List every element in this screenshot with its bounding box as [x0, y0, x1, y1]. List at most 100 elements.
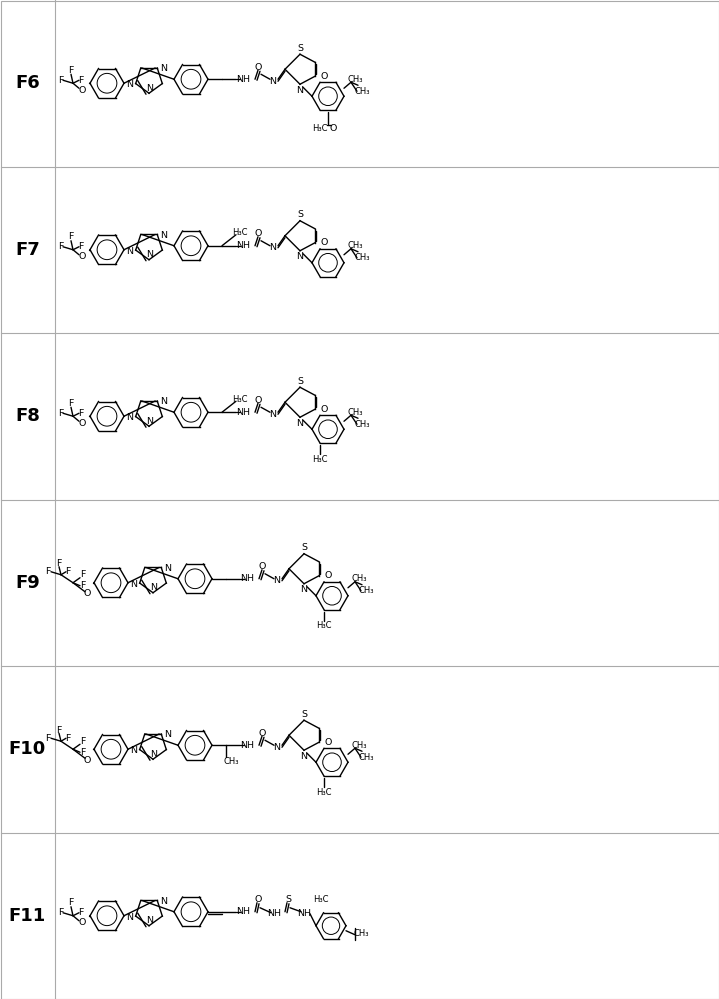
Text: F: F: [56, 725, 62, 734]
Text: F10: F10: [9, 740, 46, 758]
Text: O: O: [83, 589, 91, 598]
Text: N: N: [130, 579, 137, 588]
Text: F: F: [81, 570, 86, 579]
Text: CH₃: CH₃: [354, 254, 370, 263]
Text: NH: NH: [267, 909, 281, 918]
Text: CH₃: CH₃: [347, 75, 363, 84]
Text: F: F: [58, 76, 64, 85]
Text: CH₃: CH₃: [358, 586, 374, 595]
Text: O: O: [320, 72, 328, 81]
Text: F: F: [65, 733, 70, 742]
Text: CH₃: CH₃: [354, 87, 370, 96]
Text: CH₃: CH₃: [347, 241, 363, 251]
Text: N: N: [147, 916, 153, 925]
Text: N: N: [296, 253, 303, 262]
Text: F: F: [68, 232, 73, 241]
Text: F: F: [45, 733, 50, 742]
Text: S: S: [301, 543, 307, 552]
Text: NH: NH: [240, 740, 254, 750]
Text: F: F: [78, 409, 83, 418]
Text: O: O: [320, 238, 328, 247]
Text: CH₃: CH₃: [224, 757, 239, 766]
Text: N: N: [296, 86, 303, 95]
Text: O: O: [78, 918, 86, 927]
Text: N: N: [270, 77, 277, 86]
Text: H₃C: H₃C: [316, 788, 331, 797]
Text: O: O: [255, 895, 262, 904]
Text: N: N: [164, 563, 170, 572]
Text: H₃C: H₃C: [232, 395, 248, 404]
Text: S: S: [301, 709, 307, 718]
Text: CH₃: CH₃: [347, 408, 363, 417]
Text: F: F: [65, 567, 70, 576]
Text: F: F: [78, 242, 83, 252]
Text: N: N: [150, 750, 157, 759]
Text: O: O: [329, 124, 336, 133]
Text: N: N: [130, 746, 137, 755]
Text: CH₃: CH₃: [352, 574, 367, 583]
Text: NH: NH: [297, 909, 311, 918]
Text: N: N: [160, 897, 167, 906]
Text: O: O: [320, 405, 328, 414]
Text: N: N: [301, 585, 308, 594]
Text: NH: NH: [236, 241, 250, 251]
Text: H₃C: H₃C: [312, 455, 328, 464]
Text: NH: NH: [236, 408, 250, 417]
Text: N: N: [160, 398, 167, 407]
Text: O: O: [324, 737, 331, 746]
Text: F: F: [68, 399, 73, 408]
Text: F: F: [45, 567, 50, 576]
Text: F8: F8: [15, 408, 40, 426]
Text: O: O: [255, 229, 262, 238]
Text: N: N: [160, 64, 167, 73]
Text: O: O: [78, 86, 86, 95]
Text: CH₃: CH₃: [354, 420, 370, 429]
Text: N: N: [273, 742, 280, 752]
Text: CH₃: CH₃: [358, 753, 374, 762]
Text: O: O: [255, 63, 262, 72]
Text: F11: F11: [9, 907, 46, 925]
Text: S: S: [297, 210, 303, 219]
Text: F: F: [78, 76, 83, 85]
Text: N: N: [301, 752, 308, 761]
Text: N: N: [127, 912, 133, 921]
Text: CH₃: CH₃: [353, 929, 369, 938]
Text: N: N: [147, 251, 153, 260]
Text: NH: NH: [240, 574, 254, 583]
Text: N: N: [150, 583, 157, 592]
Text: O: O: [258, 562, 266, 571]
Text: N: N: [273, 576, 280, 585]
Text: S: S: [297, 44, 303, 53]
Text: N: N: [270, 243, 277, 253]
Text: CH₃: CH₃: [352, 740, 367, 750]
Text: F: F: [68, 66, 73, 75]
Text: N: N: [164, 730, 170, 739]
Text: F: F: [78, 908, 83, 917]
Text: F: F: [68, 898, 73, 907]
Text: N: N: [147, 417, 153, 426]
Text: NH: NH: [236, 75, 250, 84]
Text: O: O: [83, 756, 91, 765]
Text: F6: F6: [15, 74, 40, 92]
Text: O: O: [78, 419, 86, 428]
Text: N: N: [160, 231, 167, 240]
Text: H₃C: H₃C: [312, 124, 328, 133]
Text: N: N: [296, 419, 303, 428]
Text: O: O: [78, 253, 86, 262]
Text: F9: F9: [15, 573, 40, 591]
Text: N: N: [127, 413, 133, 422]
Text: O: O: [324, 571, 331, 580]
Text: H₃C: H₃C: [313, 895, 329, 904]
Text: N: N: [147, 84, 153, 93]
Text: O: O: [258, 728, 266, 737]
Text: F: F: [58, 409, 64, 418]
Text: F7: F7: [15, 241, 40, 259]
Text: NH: NH: [236, 907, 250, 916]
Text: F: F: [58, 908, 64, 917]
Text: F: F: [56, 559, 62, 568]
Text: F: F: [58, 242, 64, 252]
Text: F: F: [81, 747, 86, 757]
Text: H₃C: H₃C: [316, 621, 331, 630]
Text: N: N: [127, 247, 133, 256]
Text: N: N: [270, 410, 277, 419]
